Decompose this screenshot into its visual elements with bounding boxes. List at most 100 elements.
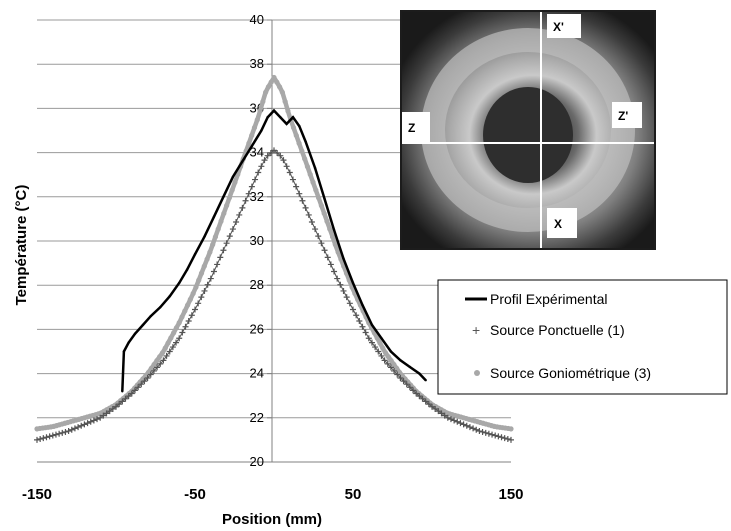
data-point-source-goniom-trique-3	[318, 203, 324, 209]
data-point-source-ponctuelle-1	[160, 357, 167, 364]
data-point-source-ponctuelle-1	[245, 190, 252, 197]
data-point-source-goniom-trique-3	[290, 125, 297, 131]
data-point-source-ponctuelle-1	[131, 387, 138, 394]
data-point-profil-exp-rimental	[141, 323, 145, 327]
data-point-source-goniom-trique-3	[508, 426, 514, 432]
data-point-source-goniom-trique-3	[293, 132, 299, 139]
data-point-source-ponctuelle-1	[166, 348, 173, 355]
data-point-source-ponctuelle-1	[305, 211, 312, 218]
data-point-source-ponctuelle-1	[226, 233, 233, 240]
y-tick-label-34: 34	[250, 145, 264, 160]
data-point-source-goniom-trique-3	[327, 226, 333, 232]
data-point-profil-exp-rimental	[121, 390, 124, 393]
data-point-source-ponctuelle-1	[34, 436, 40, 443]
data-point-source-ponctuelle-1	[343, 294, 350, 301]
data-point-source-ponctuelle-1	[274, 150, 281, 157]
data-point-source-ponctuelle-1	[56, 430, 63, 437]
data-point-profil-exp-rimental	[193, 253, 197, 256]
legend-entry-experimental: Profil Expérimental	[465, 291, 608, 307]
data-point-source-goniom-trique-3	[224, 203, 230, 209]
data-point-profil-exp-rimental	[203, 235, 206, 238]
data-point-source-goniom-trique-3	[260, 99, 266, 105]
data-point-source-ponctuelle-1	[331, 268, 338, 275]
data-point-source-ponctuelle-1	[280, 157, 287, 164]
legend-label-ponctuelle: Source Ponctuelle (1)	[490, 322, 625, 338]
data-point-source-ponctuelle-1	[135, 384, 142, 391]
data-point-source-ponctuelle-1	[62, 428, 69, 435]
data-point-source-ponctuelle-1	[299, 197, 306, 204]
y-tick-label-40: 40	[250, 12, 264, 27]
inset-label-box-z	[402, 112, 430, 142]
data-point-source-ponctuelle-1	[87, 418, 94, 425]
data-point-source-goniom-trique-3	[173, 325, 180, 331]
data-point-source-ponctuelle-1	[261, 157, 268, 164]
data-point-source-ponctuelle-1	[391, 367, 398, 374]
data-point-profil-exp-rimental	[332, 228, 336, 232]
data-point-profil-exp-rimental	[380, 337, 383, 340]
data-point-source-goniom-trique-3	[276, 84, 283, 90]
data-point-profil-exp-rimental	[291, 116, 295, 119]
data-point-profil-exp-rimental	[389, 350, 393, 353]
data-point-source-ponctuelle-1	[457, 420, 464, 427]
y-tick-label-22: 22	[250, 410, 264, 425]
data-point-source-goniom-trique-3	[176, 320, 182, 326]
data-point-source-ponctuelle-1	[220, 247, 227, 254]
data-point-source-ponctuelle-1	[362, 329, 369, 336]
data-point-source-goniom-trique-3	[257, 108, 263, 114]
data-point-source-ponctuelle-1	[479, 428, 486, 435]
data-point-source-ponctuelle-1	[46, 433, 53, 440]
data-point-source-ponctuelle-1	[185, 318, 192, 325]
series-group	[34, 74, 514, 443]
data-point-source-ponctuelle-1	[315, 233, 322, 240]
y-tick-label-38: 38	[250, 56, 264, 71]
data-point-source-goniom-trique-3	[215, 226, 221, 232]
data-point-source-ponctuelle-1	[337, 281, 344, 288]
data-point-source-ponctuelle-1	[68, 426, 75, 433]
data-point-source-goniom-trique-3	[335, 249, 341, 255]
data-point-source-goniom-trique-3	[249, 132, 255, 139]
data-point-source-goniom-trique-3	[182, 308, 188, 314]
data-point-source-goniom-trique-3	[380, 345, 386, 351]
x-tick-labels: -150 -50 50 150	[22, 486, 524, 503]
data-point-source-ponctuelle-1	[400, 378, 407, 385]
legend: Profil Expérimental + Source Ponctuelle …	[437, 279, 728, 395]
data-point-source-ponctuelle-1	[233, 218, 240, 225]
data-point-source-ponctuelle-1	[195, 300, 202, 307]
data-point-source-ponctuelle-1	[495, 433, 502, 440]
data-point-profil-exp-rimental	[241, 160, 244, 163]
data-point-source-goniom-trique-3	[151, 361, 157, 368]
inset-label-box-zprime	[612, 102, 642, 128]
data-point-source-ponctuelle-1	[372, 344, 379, 351]
data-point-source-ponctuelle-1	[217, 254, 224, 261]
data-point-source-ponctuelle-1	[188, 312, 195, 319]
data-point-source-ponctuelle-1	[252, 176, 259, 183]
data-point-source-ponctuelle-1	[454, 418, 461, 425]
data-point-source-ponctuelle-1	[359, 323, 366, 330]
data-point-source-goniom-trique-3	[329, 234, 336, 240]
data-point-source-ponctuelle-1	[419, 395, 426, 402]
data-point-source-goniom-trique-3	[271, 74, 277, 81]
data-point-source-ponctuelle-1	[406, 384, 413, 391]
inset-label-xprime: X'	[553, 20, 564, 34]
data-point-source-goniom-trique-3	[218, 218, 224, 224]
data-point-source-ponctuelle-1	[176, 335, 183, 342]
data-point-source-ponctuelle-1	[498, 434, 505, 441]
data-point-source-ponctuelle-1	[416, 393, 423, 400]
data-point-source-ponctuelle-1	[425, 401, 432, 408]
x-axis-title: Position (mm)	[222, 511, 322, 528]
data-point-source-ponctuelle-1	[242, 197, 249, 204]
data-point-source-ponctuelle-1	[460, 421, 467, 428]
data-point-source-ponctuelle-1	[210, 268, 217, 275]
data-point-source-ponctuelle-1	[90, 417, 97, 424]
data-point-profil-exp-rimental	[231, 175, 235, 179]
data-point-source-goniom-trique-3	[171, 330, 177, 336]
data-point-source-goniom-trique-3	[201, 263, 207, 269]
data-point-profil-exp-rimental	[323, 197, 326, 201]
data-point-source-ponctuelle-1	[267, 150, 274, 157]
data-point-profil-exp-rimental	[370, 323, 374, 327]
data-point-source-ponctuelle-1	[466, 424, 473, 431]
y-tick-label-20: 20	[250, 454, 264, 469]
data-point-source-goniom-trique-3	[304, 164, 311, 170]
